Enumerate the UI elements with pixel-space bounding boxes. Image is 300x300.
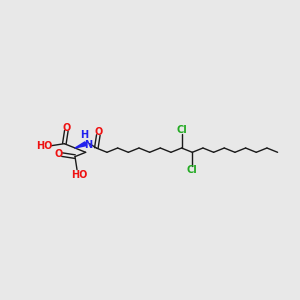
Text: Cl: Cl	[187, 165, 198, 175]
Text: N: N	[85, 140, 93, 150]
Polygon shape	[75, 142, 86, 148]
Text: O: O	[55, 148, 63, 159]
Text: O: O	[62, 123, 70, 133]
Text: Cl: Cl	[176, 125, 187, 135]
Text: HO: HO	[36, 141, 52, 151]
Text: O: O	[94, 127, 103, 137]
Text: H: H	[81, 130, 89, 140]
Text: HO: HO	[71, 169, 87, 180]
